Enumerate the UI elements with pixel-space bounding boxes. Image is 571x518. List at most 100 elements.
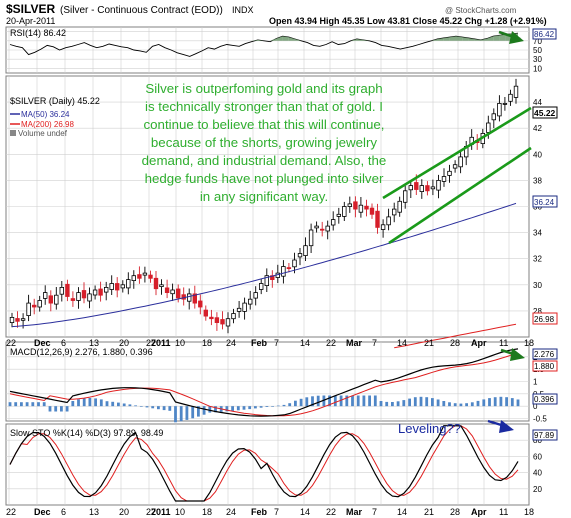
macd-histogram-bar: [322, 395, 326, 407]
x-tick-label-top: 14: [397, 338, 407, 348]
tick-label-price: 40: [533, 150, 542, 159]
tick-label-sto: 80: [533, 436, 542, 445]
x-tick-label-top: 24: [226, 338, 236, 348]
tick-label-rsi: 50: [533, 46, 542, 55]
sto-last-value: 97.89: [534, 431, 555, 440]
macd-histogram-bar: [391, 402, 394, 407]
candle-body: [458, 156, 463, 168]
candle-body: [26, 302, 31, 317]
tick-label-sto: 20: [533, 485, 542, 494]
tick-label-price: 38: [533, 176, 542, 185]
sto-last-badge: [532, 429, 558, 441]
x-tick-label-top: 7: [274, 338, 279, 348]
ohlc-readout: Open 43.94 High 45.35 Low 43.81 Close 45…: [269, 16, 547, 26]
ma50-last-badge: [532, 195, 558, 208]
tick-label-price: 44: [533, 98, 542, 107]
macd-histogram-bar: [185, 406, 189, 420]
macd-histogram-bar: [14, 402, 18, 407]
x-tick-label-top: 18: [202, 338, 212, 348]
macd-histogram-bar: [482, 399, 486, 407]
tick-label-rsi: 70: [533, 37, 542, 46]
ma200-legend: MA(200) 26.98: [21, 120, 74, 129]
x-tick-label-bottom: 21: [424, 507, 434, 517]
rsi-overbought-fill: [282, 36, 289, 41]
candle-body: [314, 225, 319, 229]
symbol-title: $SILVER: [6, 2, 55, 16]
macd-histogram-bar: [373, 395, 377, 407]
macd-histogram-bar: [476, 400, 480, 407]
tick-label-sto: 60: [533, 452, 542, 461]
candle-body: [159, 284, 164, 287]
commentary-annotation: Silver is outperfoming gold and its grap…: [142, 81, 387, 204]
commentary-line-3: continue to believe that this will conti…: [144, 117, 385, 132]
candle-body: [502, 103, 508, 105]
candle-body: [242, 302, 247, 312]
candle-body: [32, 304, 37, 308]
macd-histogram-bar: [299, 398, 303, 407]
macd-histogram-bar: [157, 406, 160, 410]
macd-signal-line: [9, 352, 519, 417]
candle-body: [109, 283, 114, 290]
candle-body: [441, 176, 447, 182]
ma200-last-value: 26.98: [534, 315, 555, 324]
candle-body: [414, 182, 419, 190]
macd-histogram-bar: [470, 402, 474, 407]
macd-histogram-bar: [259, 406, 263, 408]
rsi-overbought-fill: [437, 38, 444, 41]
x-tick-label-top: 22: [326, 338, 336, 348]
macd-histogram-bar: [179, 406, 183, 422]
macd-histogram-bar: [82, 398, 86, 407]
x-tick-label-bottom: 28: [450, 507, 460, 517]
tick-label-price: 42: [533, 124, 542, 133]
macd-histogram-bar: [117, 402, 120, 407]
macd-histogram-bar: [419, 396, 423, 407]
macd-histogram-bar: [516, 399, 520, 407]
candle-body: [364, 205, 369, 210]
symbol-description: (Silver - Continuous Contract (EOD)): [60, 5, 223, 16]
candle-body: [325, 225, 330, 232]
macd-line: [9, 348, 519, 417]
candle-body: [353, 201, 358, 210]
x-tick-label-bottom: 22: [326, 507, 336, 517]
tick-label-price: 28: [533, 307, 542, 316]
macd-histogram-bar: [122, 403, 126, 407]
candle-body: [375, 210, 380, 228]
macd-histogram-bar: [54, 406, 58, 412]
tick-label-rsi: 30: [533, 55, 542, 64]
rsi-overbought-fill: [487, 36, 494, 41]
macd-histogram-bar: [42, 402, 46, 407]
macd-histogram-bar: [351, 395, 354, 407]
candle-body: [408, 185, 413, 191]
rsi-overbought-fill: [276, 36, 283, 41]
candle-body: [214, 317, 220, 324]
candle-body: [148, 274, 153, 279]
macd-histogram-bar: [436, 399, 440, 407]
macd-histogram-bar: [48, 406, 52, 412]
volume-legend-swatch: [10, 130, 16, 136]
macd-histogram-bar: [236, 406, 240, 411]
macd-histogram-bar: [134, 405, 137, 407]
tick-label-sto: 40: [533, 469, 542, 478]
x-tick-label-top: 10: [175, 338, 185, 348]
x-tick-label-bottom: Feb: [251, 507, 268, 517]
leveling-arrow-head: [499, 420, 514, 433]
macd-histogram-bar: [493, 397, 497, 407]
x-tick-label-top: 14: [300, 338, 310, 348]
macd-histogram-bar: [333, 395, 337, 407]
x-tick-label-bottom: 18: [524, 507, 534, 517]
macd-histogram-bar: [271, 406, 274, 407]
x-tick-label-top: 21: [424, 338, 434, 348]
macd-histogram-bar: [453, 403, 457, 407]
candle-body: [65, 283, 70, 297]
ma50-legend: MA(50) 36.24: [21, 110, 70, 119]
candle-body: [9, 316, 15, 323]
x-tick-label-bottom: Mar: [346, 507, 363, 517]
candle-body: [142, 272, 148, 276]
sto-title: Slow STO %K(14) %D(3) 97.89, 98.49: [10, 428, 163, 438]
candle-body: [203, 309, 208, 317]
candle-body: [397, 200, 402, 213]
macd-histogram-bar: [379, 401, 383, 407]
candle-body: [402, 190, 408, 203]
macd-histogram-bar: [288, 403, 292, 407]
ma200-last-badge: [532, 312, 558, 325]
